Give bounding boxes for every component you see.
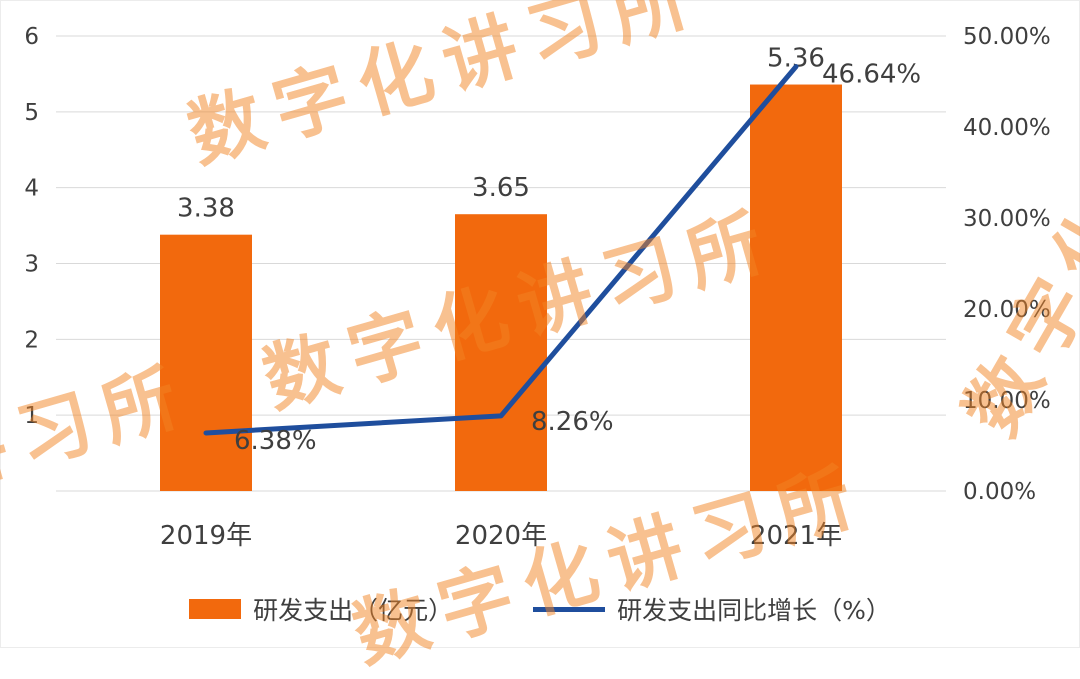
legend: 研发支出（亿元） 研发支出同比增长（%） bbox=[1, 591, 1079, 627]
line-series-label: 研发支出同比增长（%） bbox=[617, 596, 891, 625]
left-axis-tick: 4 bbox=[24, 176, 39, 202]
bar-data-label: 3.65 bbox=[472, 173, 530, 203]
bar-series-swatch bbox=[189, 599, 242, 619]
legend-item-line: 研发支出同比增长（%） bbox=[533, 591, 891, 627]
right-axis-tick: 50.00% bbox=[963, 24, 1051, 50]
right-axis-tick: 20.00% bbox=[963, 297, 1051, 323]
combo-chart-svg: 6 5 4 3 2 1 50.00% 40.00% 30.00% 20.00% 10.00% 0.00… bbox=[24, 24, 1051, 551]
line-data-label: 6.38% bbox=[234, 426, 317, 456]
left-axis-tick: 3 bbox=[24, 252, 39, 278]
bar-series-label: 研发支出（亿元） bbox=[253, 596, 454, 625]
x-axis-label: 2019年 bbox=[160, 521, 252, 551]
right-axis-tick: 40.00% bbox=[963, 115, 1051, 141]
line-data-label: 46.64% bbox=[822, 60, 921, 90]
x-axis-label: 2021年 bbox=[750, 521, 842, 551]
bar-data-label: 3.38 bbox=[177, 194, 235, 224]
line-series-swatch bbox=[533, 606, 606, 612]
right-axis-tick: 0.00% bbox=[963, 479, 1036, 505]
line-data-label: 8.26% bbox=[531, 407, 614, 437]
bar bbox=[160, 234, 252, 491]
legend-item-bar: 研发支出（亿元） bbox=[189, 591, 453, 627]
x-axis-label: 2020年 bbox=[455, 521, 547, 551]
left-axis-tick: 1 bbox=[24, 403, 39, 429]
bar bbox=[455, 214, 547, 492]
growth-line bbox=[203, 64, 799, 436]
left-axis-tick: 5 bbox=[24, 100, 39, 126]
right-axis-tick: 10.00% bbox=[963, 388, 1051, 414]
left-axis-tick: 2 bbox=[24, 327, 39, 353]
right-axis-tick: 30.00% bbox=[963, 206, 1051, 232]
left-axis-tick: 6 bbox=[24, 24, 39, 50]
bar bbox=[750, 84, 842, 492]
